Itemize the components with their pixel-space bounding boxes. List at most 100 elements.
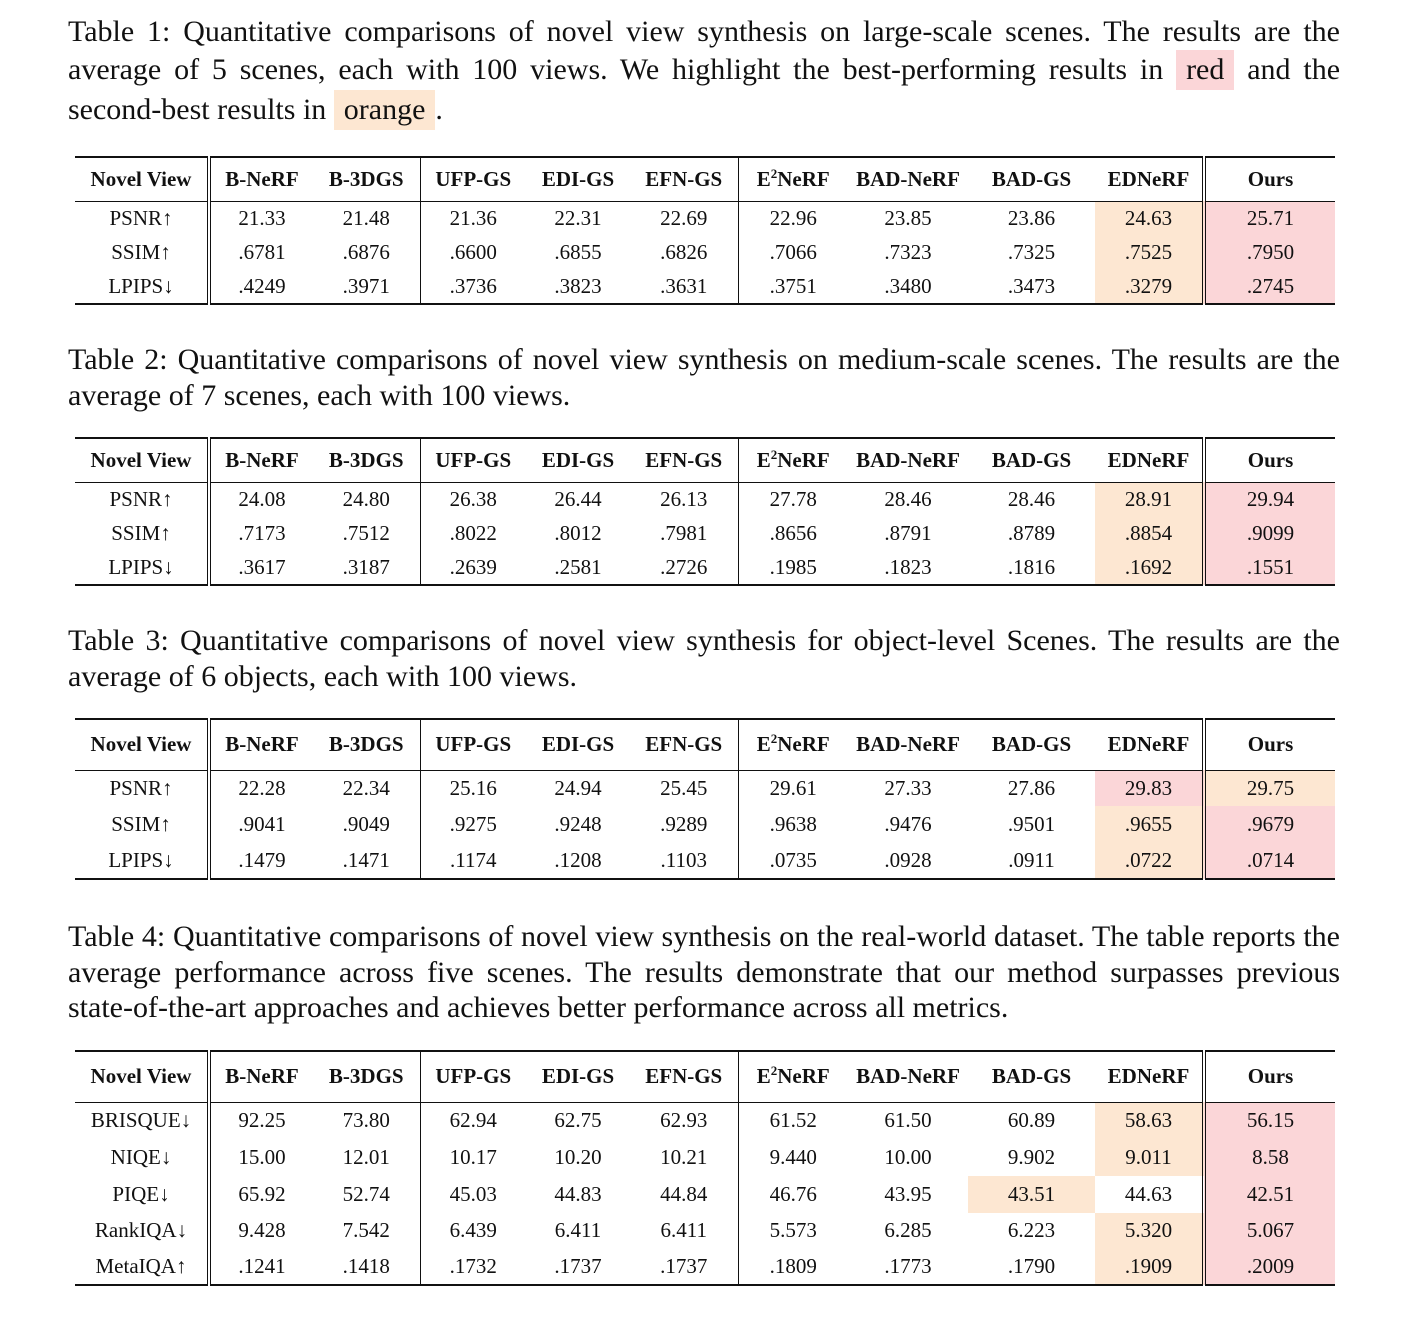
value-cell: .1692 <box>1095 550 1206 585</box>
value-cell: 56.15 <box>1204 1102 1335 1139</box>
table-row: SSIM↑ .6781 .6876 .6600 .6855 .6826 .7066 .7323… <box>75 236 1335 269</box>
metric-label: SSIM↑ <box>75 517 211 550</box>
value-cell: 52.74 <box>313 1176 421 1213</box>
value-cell: .1737 <box>554 1253 602 1278</box>
column-header: B-NeRF <box>209 157 313 202</box>
value-cell: .4249 <box>238 273 286 298</box>
value-cell: .8656 <box>769 521 817 545</box>
column-header: EDI-GS <box>526 157 630 202</box>
value-cell: .1551 <box>1204 550 1335 585</box>
value-cell: 22.96 <box>769 206 817 231</box>
table-row: LPIPS↓ .1479 .1471 .1174 .1208 .1103 .0735 .092… <box>75 842 1335 879</box>
column-header: EFN-GS <box>630 1051 739 1103</box>
value-cell: 6.411 <box>554 1218 602 1242</box>
header-row: Novel View B-NeRF B-3DGS UFP-GS EDI-GS EFN-GS… <box>75 1051 1335 1103</box>
header-row: Novel View B-NeRF B-3DGS UFP-GS EDI-GS EFN-GS… <box>75 438 1335 483</box>
value-cell: 25.45 <box>630 770 739 806</box>
value-cell: 29.75 <box>1204 770 1335 806</box>
value-cell: 58.63 <box>1095 1102 1206 1139</box>
value-cell: 45.03 <box>449 1182 497 1206</box>
value-cell: .2581 <box>554 554 602 579</box>
value-cell: .8012 <box>554 521 602 545</box>
table-3-caption: Table 3: Quantitative comparisons of nov… <box>68 624 1340 693</box>
table-2-caption: Table 2: Quantitative comparisons of nov… <box>68 343 1340 412</box>
value-cell: .1816 <box>1007 554 1056 579</box>
column-header: B-NeRF <box>209 1051 313 1103</box>
column-header: Ours <box>1204 1051 1335 1103</box>
value-cell: 9.902 <box>1007 1145 1056 1169</box>
column-header: E2NeRF <box>738 157 848 202</box>
value-cell: 62.75 <box>554 1108 602 1133</box>
column-header: BAD-NeRF <box>848 1051 968 1103</box>
value-cell: .9501 <box>1007 811 1056 836</box>
value-cell: .7512 <box>313 517 421 550</box>
value-cell: 29.94 <box>1204 482 1335 517</box>
value-cell: .7323 <box>884 240 932 264</box>
value-cell: .3279 <box>1095 269 1206 304</box>
value-cell: 62.93 <box>630 1102 739 1139</box>
value-cell: .3971 <box>313 269 421 304</box>
value-cell: 21.33 <box>238 206 286 231</box>
caption-text: and the second-best results in <box>68 52 1341 126</box>
column-header: Ours <box>1204 438 1335 483</box>
column-header: EDI-GS <box>526 1051 630 1103</box>
value-cell: .1103 <box>630 842 739 879</box>
column-header: EDNeRF <box>1095 719 1206 771</box>
value-cell: .1909 <box>1095 1248 1206 1285</box>
column-header: EFN-GS <box>630 157 739 202</box>
column-header: BAD-GS <box>968 157 1095 202</box>
value-cell: .0735 <box>769 847 817 872</box>
caption-text: Table 1: Quantitative comparisons of nov… <box>68 15 1340 86</box>
column-header: Ours <box>1204 719 1335 771</box>
value-cell: 6.285 <box>884 1218 932 1242</box>
value-cell: .9099 <box>1204 517 1335 550</box>
metric-label: PSNR↑ <box>75 770 211 806</box>
value-cell: .2745 <box>1204 269 1335 304</box>
value-cell: .1479 <box>238 847 286 872</box>
column-header: UFP-GS <box>420 719 526 771</box>
value-cell: .1241 <box>238 1253 286 1278</box>
value-cell: .3823 <box>554 273 602 298</box>
value-cell: 25.16 <box>449 775 497 800</box>
column-header: E2NeRF <box>738 719 848 771</box>
table-1: Novel View B-NeRF B-3DGS UFP-GS EDI-GS EFN-GS… <box>75 156 1335 305</box>
value-cell: .9476 <box>884 811 932 836</box>
value-cell: .0722 <box>1095 842 1206 879</box>
value-cell: 61.50 <box>884 1108 932 1133</box>
column-header: EDI-GS <box>526 438 630 483</box>
column-header: B-3DGS <box>313 1051 421 1103</box>
column-header: B-3DGS <box>313 157 421 202</box>
value-cell: .1790 <box>1007 1253 1056 1278</box>
value-cell: 65.92 <box>238 1182 286 1206</box>
table-row: LPIPS↓ .3617 .3187 .2639 .2581 .2726 .1985 .182… <box>75 550 1335 585</box>
column-header: BAD-NeRF <box>848 719 968 771</box>
value-cell: 9.011 <box>1095 1139 1206 1176</box>
value-cell: 22.31 <box>554 206 602 231</box>
value-cell: 24.80 <box>313 482 421 517</box>
metric-label: PIQE↓ <box>75 1176 211 1213</box>
value-cell: 10.17 <box>449 1145 497 1169</box>
column-header: B-3DGS <box>313 438 421 483</box>
value-cell: 7.542 <box>313 1213 421 1248</box>
value-cell: .1208 <box>554 847 602 872</box>
metric-label: SSIM↑ <box>75 236 211 269</box>
column-header: EFN-GS <box>630 719 739 771</box>
value-cell: 6.411 <box>630 1213 739 1248</box>
value-cell: .1823 <box>884 554 932 579</box>
table-3: Novel View B-NeRF B-3DGS UFP-GS EDI-GS EFN-GS… <box>75 718 1335 880</box>
column-header: E2NeRF <box>738 438 848 483</box>
value-cell: .1732 <box>449 1253 497 1278</box>
column-header: UFP-GS <box>420 1051 526 1103</box>
table-1-caption: Table 1: Quantitative comparisons of nov… <box>68 14 1340 130</box>
value-cell: 8.58 <box>1204 1139 1335 1176</box>
column-header: BAD-NeRF <box>848 157 968 202</box>
value-cell: .9289 <box>630 806 739 842</box>
column-header: Novel View <box>75 719 211 771</box>
value-cell: .1174 <box>450 847 497 872</box>
table-row: PSNR↑ 24.08 24.80 26.38 26.44 26.13 27.78 28.46… <box>75 482 1335 517</box>
value-cell: .6855 <box>554 240 602 264</box>
value-cell: .1737 <box>630 1248 739 1285</box>
value-cell: 29.61 <box>769 775 817 800</box>
value-cell: .6826 <box>630 236 739 269</box>
value-cell: 12.01 <box>313 1139 421 1176</box>
